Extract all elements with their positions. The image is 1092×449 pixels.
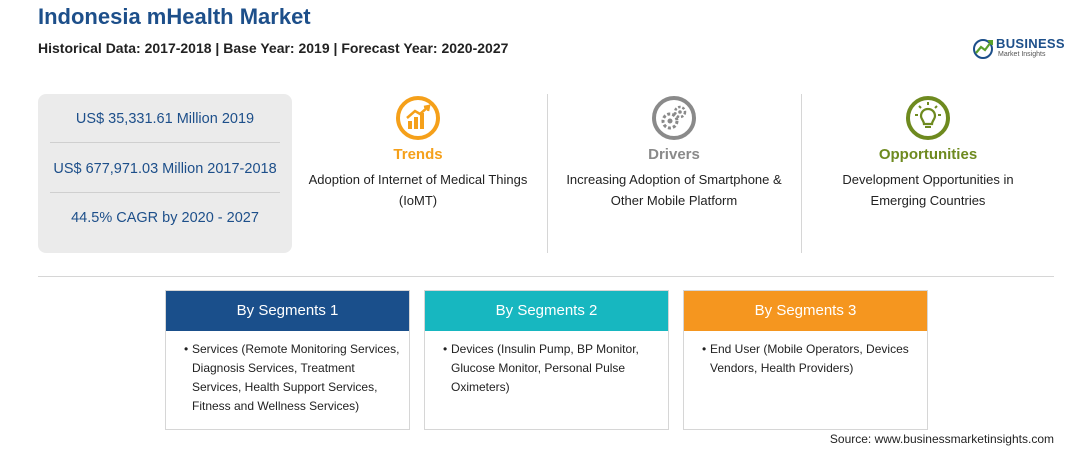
stat-market-size-2019: US$ 35,331.61 Million 2019: [75, 111, 255, 127]
gears-icon: [652, 96, 696, 140]
page-title: Indonesia mHealth Market: [38, 4, 311, 29]
trends-column: Trends Adoption of Internet of Medical T…: [298, 94, 538, 211]
stat-divider: [50, 142, 280, 143]
trends-title: Trends: [393, 146, 443, 163]
drivers-column: Drivers Increasing Adoption of Smartphon…: [554, 94, 794, 211]
stat-cagr: 44.5% CAGR by 2020 - 2027: [71, 210, 259, 226]
segment-card-1: By Segments 1 • Services (Remote Monitor…: [165, 290, 410, 430]
drivers-description: Increasing Adoption of Smartphone & Othe…: [566, 172, 782, 208]
logo-globe-icon: [973, 39, 993, 59]
segment-body: • Services (Remote Monitoring Services, …: [166, 331, 409, 416]
drivers-title: Drivers: [648, 146, 700, 163]
stats-panel: US$ 35,331.61 Million 2019 US$ 677,971.0…: [38, 94, 292, 253]
opportunities-title: Opportunities: [878, 146, 978, 163]
segment-body: • Devices (Insulin Pump, BP Monitor, Glu…: [425, 331, 668, 397]
chart-growth-icon: [396, 96, 440, 140]
segment-title: By Segments 3: [684, 291, 927, 331]
segment-text: Services (Remote Monitoring Services, Di…: [192, 342, 400, 413]
column-divider: [801, 94, 802, 253]
segment-title: By Segments 1: [166, 291, 409, 331]
page-subtitle: Historical Data: 2017-2018 | Base Year: …: [38, 40, 509, 56]
bullet-mark: •: [702, 342, 707, 356]
bullet-mark: •: [184, 342, 189, 356]
column-divider: [547, 94, 548, 253]
segment-body: • End User (Mobile Operators, Devices Ve…: [684, 331, 927, 378]
opportunities-column: Opportunities Development Opportunities …: [808, 94, 1048, 211]
logo-text: BUSINESS: [996, 36, 1065, 51]
segment-text: Devices (Insulin Pump, BP Monitor, Gluco…: [451, 342, 639, 394]
bullet-mark: •: [443, 342, 448, 356]
brand-logo: BUSINESS Market Insights: [972, 34, 1072, 64]
section-divider: [38, 276, 1054, 277]
logo-tagline: Market Insights: [998, 51, 1046, 58]
lightbulb-icon: [906, 96, 950, 140]
source-credit: Source: www.businessmarketinsights.com: [829, 432, 1054, 446]
stat-market-size-historical: US$ 677,971.03 Million 2017-2018: [53, 161, 277, 177]
segment-card-3: By Segments 3 • End User (Mobile Operato…: [683, 290, 928, 430]
trends-description: Adoption of Internet of Medical Things (…: [308, 172, 528, 208]
segment-title: By Segments 2: [425, 291, 668, 331]
segment-text: End User (Mobile Operators, Devices Vend…: [710, 342, 909, 375]
opportunities-description: Development Opportunities in Emerging Co…: [842, 172, 1014, 208]
stat-divider: [50, 192, 280, 193]
segment-card-2: By Segments 2 • Devices (Insulin Pump, B…: [424, 290, 669, 430]
